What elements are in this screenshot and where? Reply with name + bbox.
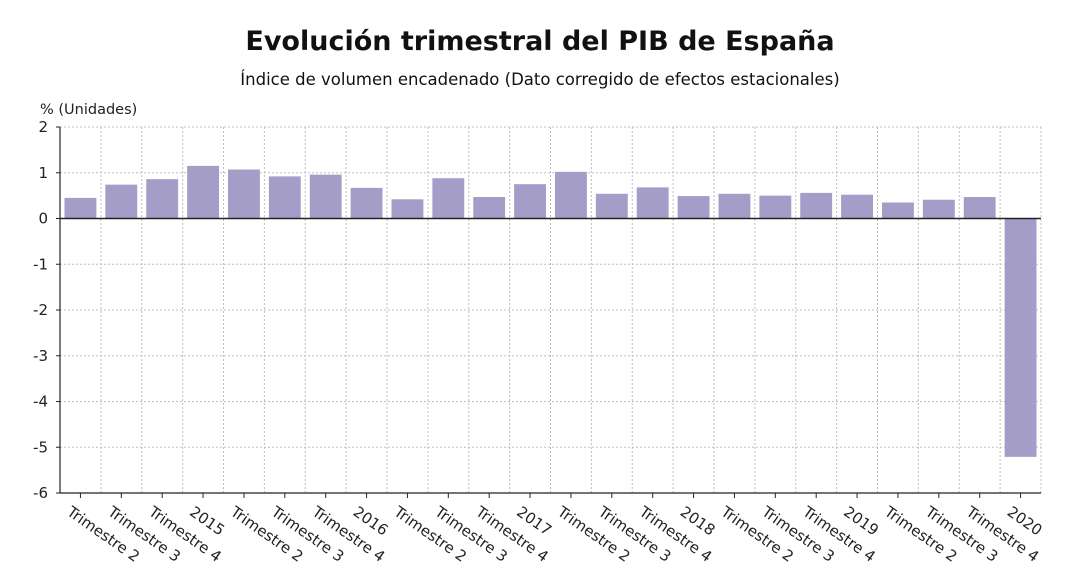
y-tick-label: -1 [33,255,48,273]
y-tick-label: -4 [33,393,48,411]
y-axis-unit-label: % (Unidades) [40,102,137,118]
bar [391,199,424,219]
y-tick-label: 0 [38,210,48,228]
y-tick-label: -3 [33,347,48,365]
bar [64,197,97,219]
bar [473,196,506,219]
y-tick-labels: 2 1 0 -1 -2 -3 -4 -5 -6 [33,118,48,502]
bar [350,187,383,219]
bar [759,195,792,219]
bar [554,171,587,219]
grid [60,126,1042,493]
y-tick-label: 2 [38,118,48,136]
bar [881,202,914,219]
bar [146,179,179,219]
bar [432,178,465,219]
bar [636,187,669,219]
y-tick-label: -2 [33,301,48,319]
bar [718,193,751,219]
bar [922,199,955,219]
bar [1004,218,1037,457]
bar [677,196,710,219]
bar [514,184,547,219]
bar [963,196,996,219]
bar [187,165,220,219]
bar [595,193,628,219]
bar [841,194,874,219]
y-tick-label: -6 [33,484,48,502]
y-tick-label: -5 [33,438,48,456]
chart-subtitle: Índice de volumen encadenado (Dato corre… [240,70,840,89]
bar [268,176,301,219]
y-tick-label: 1 [38,164,48,182]
chart-title: Evolución trimestral del PIB de España [245,26,835,57]
bar [227,169,260,219]
bar [309,174,342,219]
bar [800,192,833,219]
bar [105,184,138,219]
axes [56,126,1041,498]
bars [64,165,1037,457]
